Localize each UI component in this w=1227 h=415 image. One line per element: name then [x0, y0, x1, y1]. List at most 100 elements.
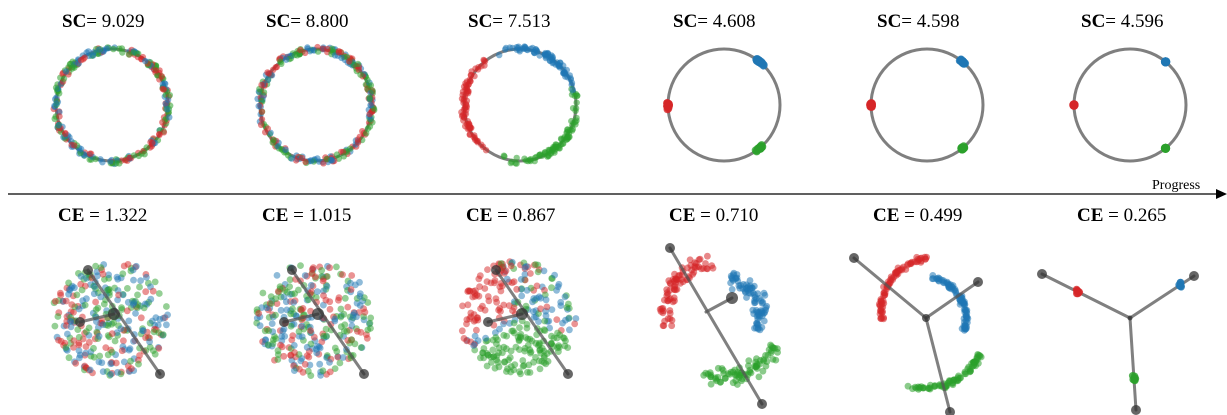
scatter-point — [74, 326, 82, 333]
scatter-point — [709, 264, 717, 272]
ring-point — [355, 66, 363, 74]
scatter-point — [909, 385, 916, 393]
scatter-point — [323, 283, 331, 290]
scatter-point — [298, 322, 306, 330]
scatter-point — [881, 291, 889, 299]
sc-label-3: SC= 7.513 — [468, 11, 551, 32]
ce-scatter-panel-6 — [1037, 269, 1199, 415]
ring-point — [258, 81, 265, 89]
sc-label-1: SC= 9.029 — [62, 11, 145, 32]
scatter-point — [505, 302, 513, 309]
scatter-point — [77, 273, 85, 280]
scatter-point — [521, 271, 529, 278]
scatter-point — [536, 341, 543, 348]
scatter-point — [956, 297, 964, 304]
ring-point — [162, 100, 169, 107]
ring-point — [957, 143, 966, 152]
scatter-point — [304, 367, 312, 375]
scatter-point — [256, 322, 264, 330]
ring-point — [474, 66, 482, 73]
scatter-point — [76, 351, 84, 359]
scatter-point — [333, 263, 340, 271]
ring-point — [369, 87, 376, 95]
scatter-point — [52, 297, 59, 305]
scatter-point — [83, 295, 90, 303]
scatter-point — [945, 284, 953, 291]
ring-point — [53, 100, 60, 107]
ring-point — [264, 76, 272, 84]
scatter-point — [272, 295, 280, 303]
ce-scatter-panel-5 — [849, 253, 985, 415]
ring-point — [265, 70, 272, 77]
scatter-point — [81, 301, 89, 309]
ring-point — [514, 44, 522, 52]
scatter-point — [286, 276, 294, 284]
scatter-point — [475, 275, 483, 283]
scatter-point — [753, 355, 760, 363]
scatter-point — [759, 298, 767, 306]
tree-node — [359, 369, 369, 379]
scatter-point — [521, 344, 529, 352]
ring-point — [158, 73, 166, 80]
scatter-point — [762, 304, 770, 312]
ring-point — [367, 101, 374, 109]
scatter-point — [516, 346, 523, 353]
ring-point — [62, 130, 69, 137]
ring-point — [574, 92, 581, 99]
scatter-point — [268, 300, 275, 307]
scatter-point — [526, 369, 534, 376]
scatter-point — [717, 378, 724, 386]
tree-node — [491, 265, 501, 275]
scatter-point — [747, 290, 755, 297]
scatter-point — [503, 275, 511, 283]
ring-point — [92, 155, 99, 163]
scatter-point — [877, 315, 885, 323]
ring-point — [547, 57, 554, 64]
scatter-point — [733, 370, 741, 378]
scatter-point — [127, 365, 135, 372]
scatter-point — [493, 340, 500, 348]
scatter-point — [127, 357, 134, 365]
scatter-point — [124, 285, 131, 292]
ring-point — [112, 160, 120, 167]
scatter-point — [703, 265, 711, 272]
ring-point — [1160, 57, 1170, 67]
scatter-point — [341, 321, 349, 329]
ring-point — [354, 60, 362, 68]
sc-ring-panel-6 — [1069, 47, 1188, 163]
scatter-point — [337, 305, 345, 313]
scatter-point — [929, 275, 937, 283]
scatter-point — [314, 288, 321, 295]
ring-point — [107, 158, 114, 165]
ring-point — [319, 45, 326, 52]
scatter-point — [548, 306, 556, 313]
scatter-point — [556, 331, 564, 339]
scatter-point — [536, 365, 544, 373]
scatter-point — [727, 279, 734, 287]
ring-point — [156, 131, 163, 138]
scatter-point — [497, 287, 505, 295]
tree-edge — [924, 316, 952, 414]
scatter-point — [702, 260, 709, 267]
scatter-point — [155, 344, 163, 352]
scatter-point — [149, 347, 157, 354]
scatter-point — [540, 267, 548, 275]
sc-ring-panel-2 — [254, 43, 378, 167]
ring-point — [755, 57, 764, 66]
scatter-point — [571, 320, 579, 328]
scatter-point — [290, 299, 297, 306]
scatter-point — [745, 362, 752, 370]
ring-point — [957, 55, 965, 64]
ring-point — [507, 159, 514, 167]
scatter-point — [129, 266, 137, 274]
scatter-point — [939, 278, 947, 286]
scatter-point — [92, 306, 100, 313]
ring-point — [357, 71, 364, 78]
ring-point — [95, 46, 103, 53]
ce-label-2: CE = 1.015 — [262, 205, 351, 226]
scatter-point — [755, 373, 763, 381]
scatter-point — [517, 276, 525, 283]
scatter-point — [291, 290, 298, 297]
scatter-point — [83, 328, 90, 336]
scatter-point — [746, 284, 754, 292]
